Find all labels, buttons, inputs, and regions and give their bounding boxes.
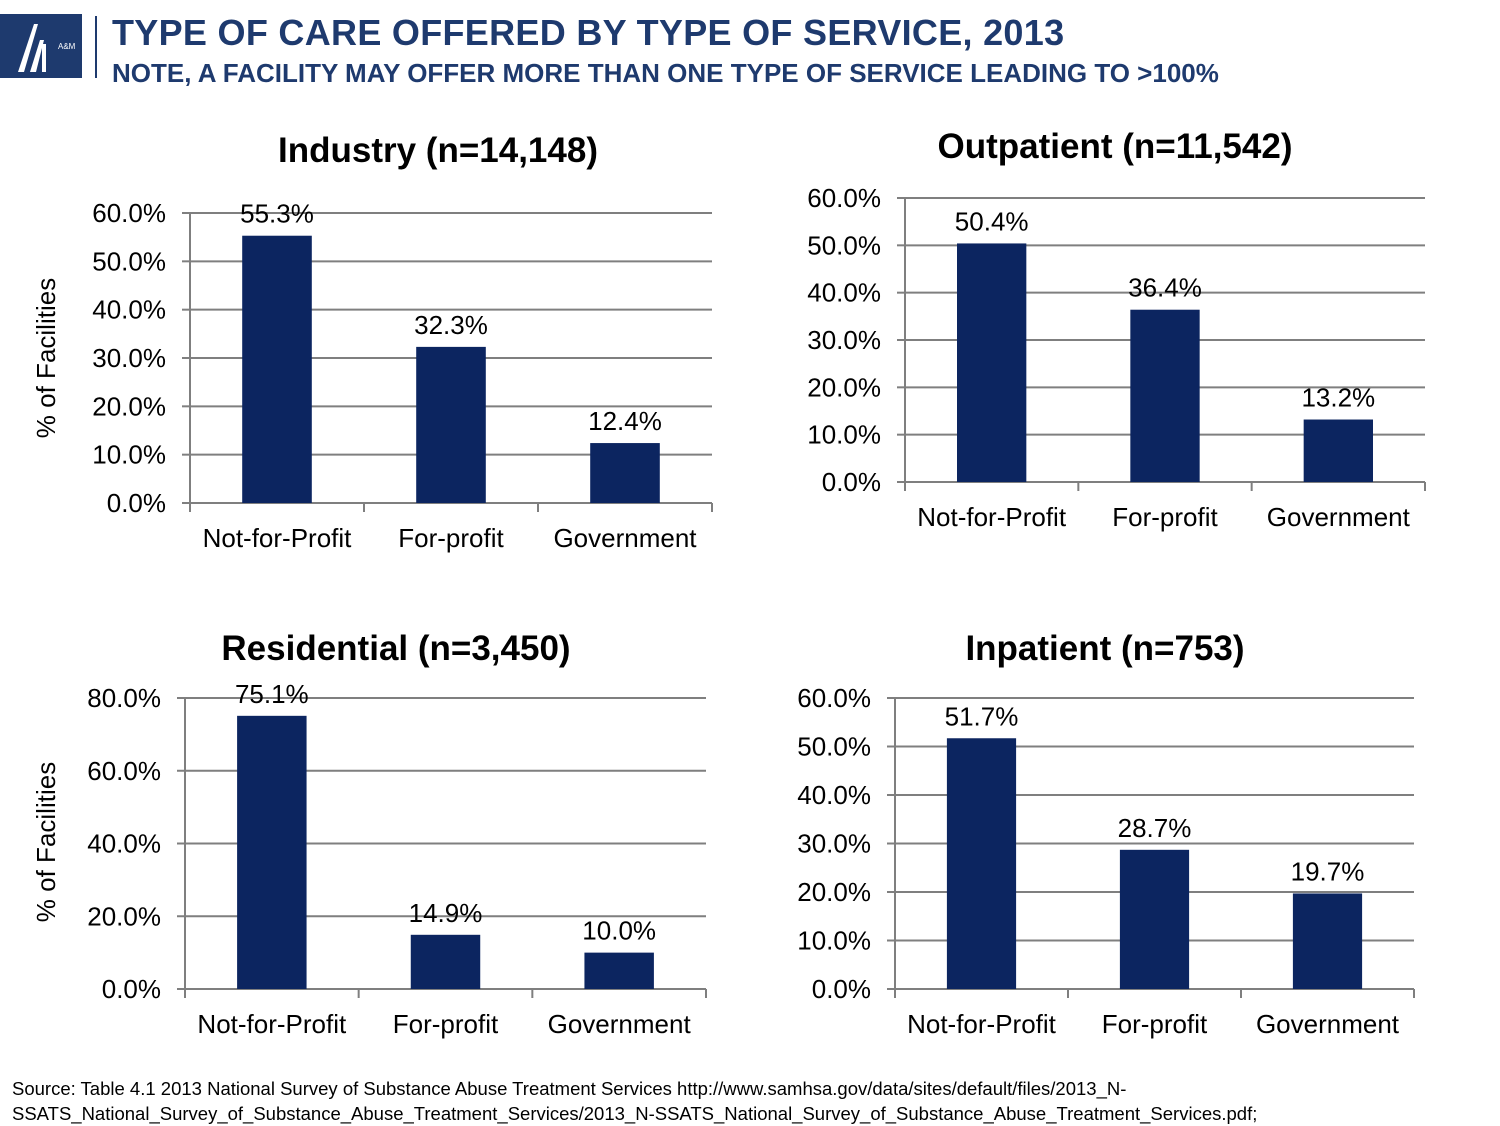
bar xyxy=(957,243,1027,482)
y-tick-label: 0.0% xyxy=(107,488,166,518)
y-tick-label: 60.0% xyxy=(92,198,166,228)
y-tick-label: 40.0% xyxy=(87,829,161,859)
bar xyxy=(1292,893,1363,989)
x-category-label: Government xyxy=(548,1009,692,1039)
x-category-label: For-profit xyxy=(393,1009,499,1039)
data-label: 75.1% xyxy=(235,679,309,709)
y-tick-label: 10.0% xyxy=(797,926,871,956)
logo-text: A&M xyxy=(58,42,76,51)
y-tick-label: 60.0% xyxy=(807,183,881,213)
bar xyxy=(242,235,312,503)
x-category-label: Government xyxy=(553,523,697,553)
bar xyxy=(584,952,654,989)
bar xyxy=(946,738,1017,989)
y-tick-label: 60.0% xyxy=(797,683,871,713)
data-label: 19.7% xyxy=(1291,856,1365,886)
header-divider xyxy=(95,16,97,78)
data-label: 50.4% xyxy=(955,206,1029,236)
page-subtitle: NOTE, A FACILITY MAY OFFER MORE THAN ONE… xyxy=(112,58,1219,88)
y-tick-label: 0.0% xyxy=(102,974,161,1004)
bar xyxy=(237,715,307,989)
company-logo: A&M xyxy=(0,14,82,78)
y-tick-label: 50.0% xyxy=(797,732,871,762)
data-label: 32.3% xyxy=(414,310,488,340)
source-note: Source: Table 4.1 2013 National Survey o… xyxy=(12,1078,1258,1124)
y-tick-label: 30.0% xyxy=(92,343,166,373)
y-tick-label: 20.0% xyxy=(92,391,166,421)
bar xyxy=(416,346,486,503)
data-label: 36.4% xyxy=(1128,273,1202,303)
x-category-label: Not-for-Profit xyxy=(197,1009,347,1039)
residential-chart: Residential (n=3,450) 0.0% 20.0% 40.0% 60.0%… xyxy=(31,629,707,1039)
bar xyxy=(410,934,481,989)
bar xyxy=(1130,309,1200,482)
page-title: TYPE OF CARE OFFERED BY TYPE OF SERVICE,… xyxy=(112,12,1065,53)
outpatient-chart: Outpatient (n=11,542) 0.0% 10.0% 20.0% 30.0%… xyxy=(807,127,1426,532)
y-tick-label: 50.0% xyxy=(807,230,881,260)
x-category-label: Government xyxy=(1267,502,1411,532)
y-tick-label: 60.0% xyxy=(87,756,161,786)
y-tick-label: 20.0% xyxy=(797,877,871,907)
x-category-label: Not-for-Profit xyxy=(917,502,1067,532)
x-category-label: For-profit xyxy=(1102,1009,1208,1039)
bar xyxy=(590,443,660,503)
data-label: 12.4% xyxy=(588,406,662,436)
y-tick-label: 40.0% xyxy=(797,780,871,810)
y-axis-title: % of Facilities xyxy=(31,762,61,922)
x-category-label: Government xyxy=(1256,1009,1400,1039)
bar xyxy=(1303,419,1373,482)
inpatient-chart: Inpatient (n=753) 0.0% 10.0% 20.0% 30.0% 40.0… xyxy=(797,629,1415,1039)
chart-title: Residential (n=3,450) xyxy=(221,629,570,668)
industry-chart: Industry (n=14,148) 0.0% 10.0% 20.0% 30.0% 40… xyxy=(31,131,713,553)
data-label: 55.3% xyxy=(240,199,314,229)
y-tick-label: 40.0% xyxy=(807,278,881,308)
data-label: 13.2% xyxy=(1301,383,1375,413)
x-category-label: For-profit xyxy=(1112,502,1218,532)
y-axis-title: % of Facilities xyxy=(31,278,61,438)
bar xyxy=(1119,849,1190,989)
y-tick-label: 0.0% xyxy=(822,467,881,497)
x-category-label: For-profit xyxy=(398,523,504,553)
y-tick-label: 20.0% xyxy=(87,901,161,931)
y-tick-label: 10.0% xyxy=(807,420,881,450)
chart-title: Outpatient (n=11,542) xyxy=(938,127,1293,166)
data-label: 14.9% xyxy=(409,898,483,928)
x-category-label: Not-for-Profit xyxy=(907,1009,1057,1039)
y-tick-label: 40.0% xyxy=(92,295,166,325)
chart-title: Inpatient (n=753) xyxy=(965,629,1244,668)
y-tick-label: 20.0% xyxy=(807,372,881,402)
y-tick-label: 10.0% xyxy=(92,440,166,470)
y-tick-label: 50.0% xyxy=(92,246,166,276)
logo-mark-icon xyxy=(18,24,46,72)
y-tick-label: 0.0% xyxy=(812,974,871,1004)
data-label: 28.7% xyxy=(1118,813,1192,843)
data-label: 51.7% xyxy=(945,701,1019,731)
y-tick-label: 30.0% xyxy=(797,829,871,859)
y-tick-label: 80.0% xyxy=(87,683,161,713)
data-label: 10.0% xyxy=(582,916,656,946)
x-category-label: Not-for-Profit xyxy=(203,523,353,553)
chart-title: Industry (n=14,148) xyxy=(278,131,598,170)
y-tick-label: 30.0% xyxy=(807,325,881,355)
